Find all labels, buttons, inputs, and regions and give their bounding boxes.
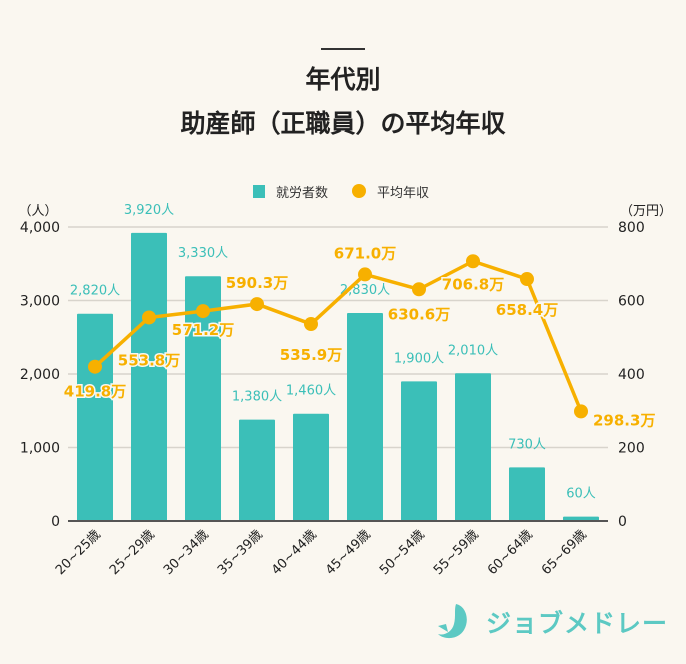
line-data-label: 706.8万 [442, 275, 504, 293]
line-data-label: 630.6万 [388, 305, 450, 323]
bar-data-label: 3,920人 [124, 203, 174, 218]
logo-text: ジョブメドレー [486, 609, 669, 638]
bar [401, 381, 437, 521]
x-tick-label: 55~59歳 [431, 527, 482, 578]
x-tick-label: 40~44歳 [269, 527, 320, 578]
bar-data-label: 3,330人 [178, 246, 228, 261]
bar [293, 413, 329, 521]
line-point [466, 254, 480, 269]
right-tick-label: 0 [618, 514, 627, 530]
line-data-label: 658.4万 [496, 301, 558, 319]
line-data-label: 590.3万 [226, 274, 288, 292]
line-data-label: 553.8万 [118, 351, 180, 369]
bar [347, 312, 383, 521]
legend-swatch-line [352, 184, 366, 198]
bar [185, 276, 221, 521]
left-axis-unit: （人） [18, 204, 57, 219]
left-tick-label: 3,000 [20, 294, 60, 310]
legend-label-line: 平均年収 [377, 186, 429, 201]
bar-data-label: 730人 [508, 437, 546, 452]
chart-title-line2: 助産師（正職員）の平均年収 [180, 109, 506, 138]
legend-label-bar: 就労者数 [276, 186, 328, 201]
bar-data-label: 1,460人 [286, 384, 336, 399]
bar-data-label: 2,010人 [448, 343, 498, 358]
right-tick-label: 400 [618, 367, 645, 383]
x-tick-label: 60~64歳 [485, 527, 536, 578]
line-data-label: 671.0万 [334, 244, 396, 262]
bar [455, 373, 491, 521]
bar-data-label: 60人 [566, 487, 596, 502]
right-tick-label: 200 [618, 441, 645, 457]
line-data-label: 419.8万 [64, 383, 126, 401]
left-tick-label: 0 [51, 514, 60, 530]
left-tick-label: 1,000 [20, 441, 60, 457]
line-point [196, 304, 210, 319]
line-series [93, 259, 583, 413]
left-tick-label: 4,000 [20, 220, 60, 236]
bar-data-label: 2,820人 [70, 284, 120, 299]
title-rule [321, 48, 365, 50]
line-data-label: 571.2万 [172, 321, 234, 339]
left-tick-label: 2,000 [20, 367, 60, 383]
line-point [520, 272, 534, 287]
x-tick-label: 45~49歳 [323, 527, 374, 578]
x-tick-label: 20~25歳 [53, 527, 104, 578]
chart-title-line1: 年代別 [305, 65, 381, 94]
bar [509, 467, 545, 521]
right-tick-label: 800 [618, 220, 645, 236]
logo-icon [438, 604, 467, 639]
x-tick-label: 35~39歳 [215, 527, 266, 578]
line-data-label: 298.3万 [593, 411, 655, 429]
logo: ジョブメドレー [436, 602, 668, 642]
bar [131, 232, 167, 521]
line-point [250, 297, 264, 312]
bar [77, 313, 113, 521]
line-point [304, 317, 318, 332]
right-tick-label: 600 [618, 294, 645, 310]
line-data-label: 535.9万 [280, 346, 342, 364]
line-point [358, 267, 372, 282]
line-point [142, 310, 156, 325]
x-tick-label: 65~69歳 [539, 527, 590, 578]
bar-data-label: 1,900人 [394, 351, 444, 366]
bar [239, 419, 275, 521]
bar [563, 516, 599, 521]
x-tick-label: 50~54歳 [377, 527, 428, 578]
x-tick-label: 30~34歳 [161, 527, 212, 578]
right-axis-unit: （万円） [620, 204, 672, 219]
line-point [88, 359, 102, 374]
line-point [574, 404, 588, 419]
legend-swatch-bar [253, 185, 265, 198]
line-point [412, 282, 426, 297]
x-tick-label: 25~29歳 [107, 527, 158, 578]
bar-data-label: 1,380人 [232, 390, 282, 405]
